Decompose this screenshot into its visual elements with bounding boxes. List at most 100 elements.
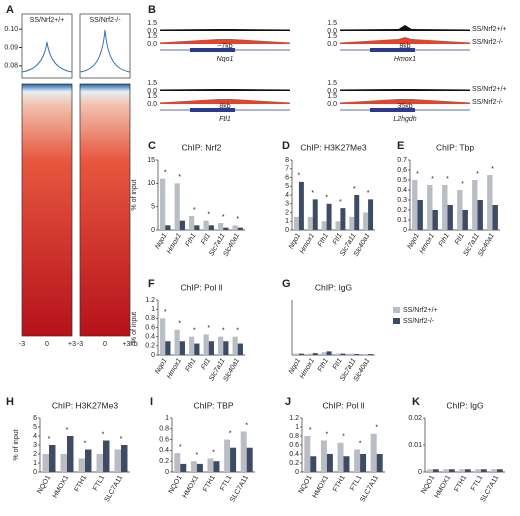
- bar: [354, 449, 361, 472]
- x-tick-label: Fth1: [185, 357, 198, 373]
- bar: [179, 220, 185, 230]
- x-tick-label: FTL1: [219, 474, 233, 492]
- significance: *: [102, 431, 105, 438]
- x-tick-label: Ftl1: [332, 232, 344, 246]
- x-tick-label: FTH1: [332, 474, 347, 493]
- column-label: SS/Nrf2-/-: [89, 17, 121, 24]
- track-signal: [160, 89, 290, 91]
- y-tick-label: 0.3: [397, 197, 407, 204]
- y-tick-label: 2: [285, 209, 289, 216]
- gene-body: [370, 48, 415, 52]
- bar: [194, 225, 200, 230]
- x-tick-label: FTL1: [92, 474, 106, 492]
- bar: [487, 175, 493, 230]
- bar: [114, 449, 121, 472]
- bar: [189, 216, 195, 230]
- panel-label: I: [150, 396, 153, 408]
- y-tick-label: 3: [285, 201, 289, 208]
- x-tick-label: Fth1: [438, 232, 451, 248]
- profile-curve: [21, 41, 73, 73]
- bar: [326, 351, 332, 355]
- y-tick-label: 0.8: [159, 426, 169, 433]
- bar: [462, 210, 468, 230]
- y-tick-label: 1.2: [289, 415, 299, 422]
- y-tick-label: 6: [285, 174, 289, 181]
- column-label: SS/Nrf2+/+: [30, 17, 65, 24]
- bar: [340, 208, 346, 230]
- y-tick-label: 0: [295, 469, 299, 476]
- x-tick-label: Ftl1: [200, 357, 212, 371]
- bar: [237, 343, 243, 355]
- significance: *: [229, 430, 232, 437]
- bar: [194, 343, 200, 355]
- bar: [203, 220, 209, 230]
- track-sample: SS/Nrf2+/+: [472, 86, 507, 93]
- track-y-label: 1.5: [327, 20, 337, 27]
- significance: *: [120, 436, 123, 443]
- bar: [218, 336, 224, 355]
- bar: [298, 353, 304, 355]
- bar: [223, 227, 229, 230]
- significance: *: [446, 176, 449, 183]
- bar: [363, 354, 369, 355]
- heatmap-x-label: -3: [77, 341, 83, 348]
- y-tick-label: 1: [151, 306, 155, 313]
- significance: *: [236, 328, 239, 335]
- panel-label: G: [282, 278, 291, 290]
- y-axis-label: % of input: [131, 312, 138, 343]
- track-y-label: 0.0: [327, 28, 337, 35]
- bar: [78, 458, 85, 472]
- x-tick-label: Nqo1: [154, 232, 168, 250]
- y-tick-label: 0.2: [397, 207, 407, 214]
- track-y-label: 1.5: [327, 33, 337, 40]
- y-tick-label: 5: [33, 424, 37, 431]
- bar: [208, 341, 214, 355]
- x-tick-label: HMOX1: [52, 474, 71, 499]
- track-y-label: 0.0: [327, 101, 337, 108]
- chart-title: ChIP: Nrf2: [182, 142, 222, 152]
- track-y-label: 1.5: [147, 80, 157, 87]
- bar: [304, 436, 311, 472]
- x-tick-label: HMOX1: [182, 474, 201, 499]
- heatmap: [21, 83, 73, 337]
- chart-title: ChIP: H3K27Me3: [300, 142, 366, 152]
- x-tick-label: Ftl1: [200, 232, 212, 246]
- bar: [174, 453, 181, 472]
- gene-body: [190, 48, 235, 52]
- significance: *: [164, 170, 167, 177]
- track-y-label: 0.0: [147, 88, 157, 95]
- bar: [85, 449, 92, 472]
- bar: [370, 433, 377, 472]
- chart-title: ChIP: Pol ll: [322, 400, 364, 410]
- panel-label: J: [285, 396, 291, 408]
- bar: [298, 181, 304, 230]
- track-y-label: 0.0: [327, 41, 337, 48]
- panel-label: F: [148, 278, 155, 290]
- y-tick-label: 0.2: [289, 460, 299, 467]
- bar: [492, 205, 498, 230]
- panel-label: B: [148, 4, 156, 16]
- chart-title: ChIP: H3K27Me3: [52, 400, 118, 410]
- heatmap-x-label: -3: [19, 341, 25, 348]
- x-tick-label: Nqo1: [406, 232, 420, 250]
- legend-swatch: [393, 318, 400, 324]
- bar: [432, 210, 438, 230]
- y-tick-label: 0.1: [397, 217, 407, 224]
- bar: [307, 353, 313, 355]
- track-sample: SS/Nrf2-/-: [472, 39, 504, 46]
- track-scale: 8kb: [219, 103, 230, 110]
- x-tick-label: FTH1: [74, 474, 89, 493]
- heatmap-x-label: 0: [45, 341, 49, 348]
- y-tick-label: 0.6: [397, 167, 407, 174]
- track-sample: SS/Nrf2-/-: [472, 99, 504, 106]
- chart-title: ChIP: IgG: [446, 400, 483, 410]
- track-signal: [340, 89, 470, 91]
- bar: [160, 318, 166, 355]
- y-tick-label: 0.4: [145, 334, 155, 341]
- bar: [223, 341, 229, 355]
- bar: [491, 469, 497, 472]
- y-tick-label: 0.6: [159, 436, 169, 443]
- y-tick-label: 4: [285, 192, 289, 199]
- track-signal: [160, 29, 290, 31]
